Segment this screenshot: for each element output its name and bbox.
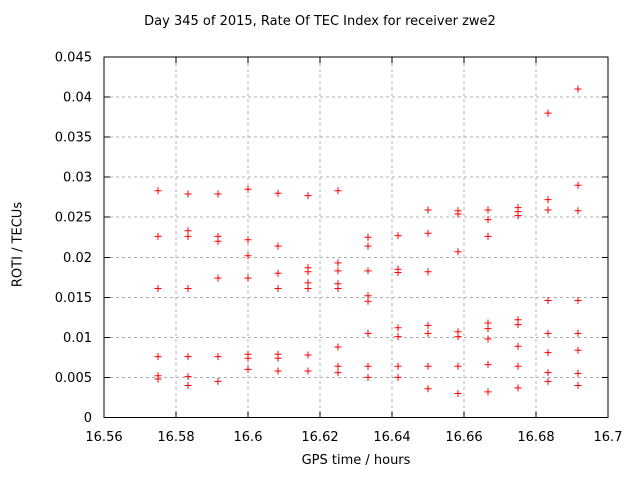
svg-text:16.64: 16.64 xyxy=(373,430,410,445)
svg-text:0.025: 0.025 xyxy=(55,211,92,226)
svg-text:0.035: 0.035 xyxy=(55,131,92,146)
chart-title: Day 345 of 2015, Rate Of TEC Index for r… xyxy=(144,14,496,29)
svg-text:16.62: 16.62 xyxy=(301,430,338,445)
svg-text:0: 0 xyxy=(84,411,92,426)
y-axis-label: ROTI / TECUs xyxy=(10,201,26,288)
svg-text:16.7: 16.7 xyxy=(594,430,623,445)
svg-text:16.68: 16.68 xyxy=(517,430,554,445)
svg-text:16.6: 16.6 xyxy=(234,430,263,445)
x-tick-labels: 16.56 16.58 16.6 16.62 16.64 16.66 16.68 16.7 xyxy=(85,430,622,445)
x-axis-label: GPS time / hours xyxy=(301,453,411,468)
y-tick-labels: 0 0.005 0.01 0.015 0.02 0.025 0.03 0.035 0.04 0.0… xyxy=(55,51,92,427)
svg-text:16.66: 16.66 xyxy=(445,430,482,445)
svg-text:0.02: 0.02 xyxy=(63,251,92,266)
axes xyxy=(103,56,609,418)
svg-text:0.03: 0.03 xyxy=(63,171,92,186)
grid-lines xyxy=(104,57,608,418)
svg-text:0.01: 0.01 xyxy=(63,331,92,346)
svg-text:0.005: 0.005 xyxy=(55,371,92,386)
svg-text:0.04: 0.04 xyxy=(63,91,92,106)
data-points xyxy=(154,85,582,397)
svg-text:16.58: 16.58 xyxy=(157,430,194,445)
svg-text:0.015: 0.015 xyxy=(55,291,92,306)
svg-text:0.045: 0.045 xyxy=(55,51,92,66)
svg-text:16.56: 16.56 xyxy=(85,430,122,445)
